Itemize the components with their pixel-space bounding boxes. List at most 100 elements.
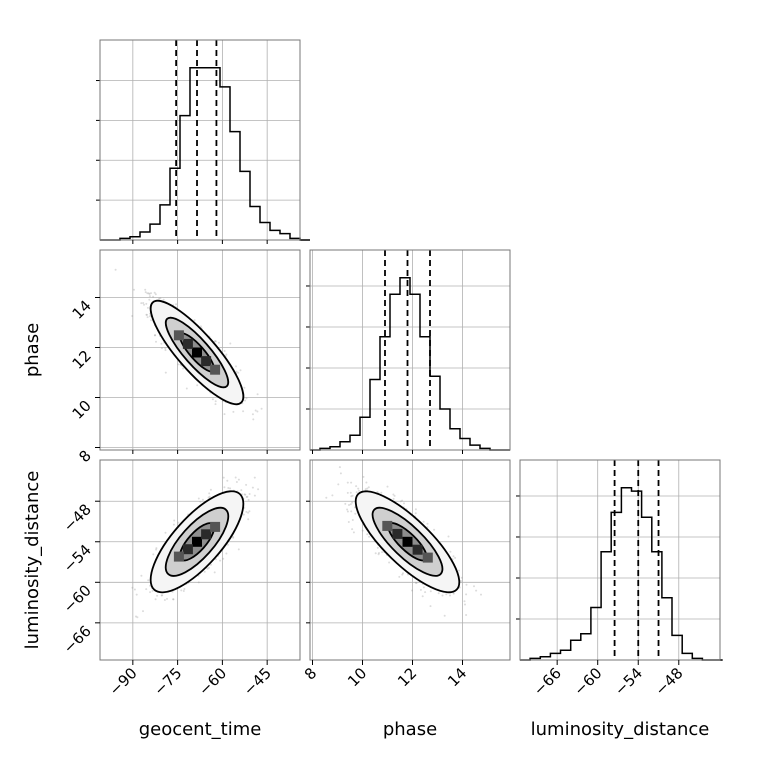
histogram-panel-phase [306, 249, 511, 451]
scatter-point [214, 340, 217, 342]
scatter-point [209, 563, 212, 566]
scatter-point [421, 595, 424, 598]
scatter-point [458, 569, 460, 572]
scatter-point [237, 478, 240, 481]
scatter-point [331, 494, 334, 497]
scatter-point [325, 496, 328, 499]
scatter-point [246, 495, 249, 498]
scatter-point [463, 600, 466, 603]
scatter-point [380, 491, 383, 494]
density-block [210, 521, 221, 532]
scatter-point [245, 397, 248, 400]
density-block [182, 338, 193, 349]
scatter-point [133, 588, 136, 591]
scatter-point [148, 298, 151, 301]
ytick-label-luminosity_distance: −54 [60, 541, 95, 576]
scatter-point [142, 302, 145, 304]
scatter-point [351, 501, 354, 504]
scatter-point [135, 615, 137, 618]
xtick-label-geocent_time: −90 [106, 664, 141, 699]
scatter-point [166, 597, 168, 600]
scatter-point [243, 493, 246, 496]
scatter-point [155, 548, 158, 551]
scatter-point [172, 598, 175, 601]
scatter-point [222, 557, 225, 560]
2d-panel-geocent_time-vs-phase [99, 249, 301, 451]
scatter-point [145, 588, 148, 591]
xtick-label-luminosity_distance: −66 [530, 664, 565, 699]
scatter-point [153, 291, 156, 294]
scatter-point [392, 493, 395, 496]
scatter-point [196, 384, 199, 387]
ytick-label-phase: 14 [69, 297, 95, 323]
histogram-panel-geocent_time [96, 39, 310, 241]
scatter-point [337, 483, 340, 486]
scatter-point [149, 591, 152, 594]
scatter-point [144, 288, 147, 291]
density-block [422, 552, 433, 563]
panel-content [100, 250, 300, 450]
scatter-point [197, 497, 200, 500]
scatter-point [208, 492, 211, 495]
scatter-point [155, 547, 158, 550]
scatter-point [147, 292, 150, 295]
scatter-point [459, 580, 462, 582]
scatter-point [172, 523, 175, 526]
scatter-point [378, 552, 380, 554]
scatter-point [153, 334, 156, 337]
yaxis-label-luminosity_distance: luminosity_distance [22, 471, 43, 650]
scatter-point [158, 297, 161, 300]
scatter-point [114, 268, 117, 271]
scatter-point [148, 293, 151, 295]
scatter-point [140, 302, 143, 305]
scatter-point [429, 605, 432, 608]
scatter-point [242, 513, 245, 516]
scatter-point [392, 497, 395, 500]
scatter-point [362, 475, 365, 478]
scatter-point [245, 510, 248, 513]
scatter-point [424, 591, 427, 594]
scatter-point [135, 593, 138, 596]
scatter-point [239, 369, 242, 372]
scatter-point [146, 316, 149, 319]
scatter-point [154, 334, 157, 337]
scatter-point [253, 476, 256, 479]
xtick-label-phase: 14 [444, 664, 470, 690]
scatter-point [367, 486, 370, 489]
scatter-point [346, 508, 349, 511]
scatter-point [223, 486, 226, 489]
histogram-steps-luminosity_distance [520, 487, 723, 661]
scatter-point [235, 365, 237, 368]
scatter-point [473, 585, 475, 588]
scatter-point [180, 589, 183, 592]
scatter-point [232, 536, 235, 539]
scatter-point [229, 342, 232, 345]
scatter-point [366, 533, 369, 536]
scatter-point [355, 485, 358, 488]
scatter-point [247, 498, 250, 501]
scatter-point [229, 487, 232, 490]
scatter-point [154, 598, 157, 601]
scatter-point [351, 494, 354, 497]
scatter-point [350, 510, 353, 513]
xtick-label-phase: 8 [301, 664, 320, 683]
scatter-point [244, 399, 247, 402]
histogram-steps-geocent_time [100, 67, 310, 241]
scatter-point [465, 583, 468, 586]
scatter-point [452, 555, 455, 558]
density-block [402, 536, 413, 547]
scatter-point [136, 616, 139, 619]
histogram-frame-luminosity_distance [519, 459, 721, 661]
scatter-point [183, 588, 186, 590]
scatter-point [146, 313, 148, 316]
ytick-label-phase: 12 [69, 347, 95, 373]
scatter-point [207, 496, 210, 499]
scatter-point [254, 409, 257, 412]
scatter-point [199, 325, 202, 328]
scatter-point [452, 592, 455, 595]
scatter-point [162, 298, 165, 301]
scatter-point [234, 476, 237, 479]
scatter-point [443, 614, 446, 617]
scatter-point [422, 520, 425, 523]
2d-panel-phase-vs-luminosity_distance [309, 459, 511, 661]
